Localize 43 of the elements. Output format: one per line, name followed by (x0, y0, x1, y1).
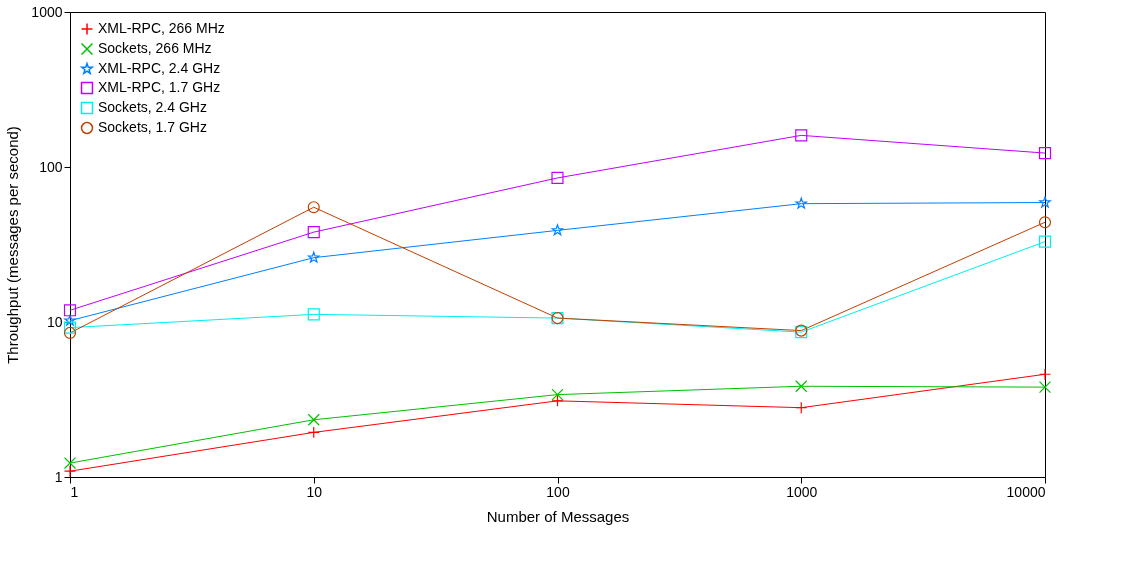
point (551, 394, 564, 407)
x-tick-label: 10 (306, 483, 323, 500)
x-tick-label: 1 (70, 483, 79, 500)
point (1038, 216, 1052, 229)
point (307, 251, 320, 263)
legend-label: Sockets, 1.7 GHz (98, 119, 207, 135)
legend-label: XML-RPC, 2.4 GHz (98, 60, 221, 76)
point (307, 426, 320, 439)
y-tick-label: 100 (39, 158, 63, 175)
legend-label: XML-RPC, 266 MHz (98, 20, 225, 36)
x-axis-title: Number of Messages (486, 507, 630, 525)
y-tick-label: 1 (54, 468, 63, 485)
legend-label: XML-RPC, 1.7 GHz (98, 79, 221, 95)
point (63, 465, 77, 478)
point (307, 201, 320, 214)
point (63, 326, 77, 340)
point (63, 304, 77, 317)
point (63, 456, 77, 470)
point (551, 388, 564, 401)
y-tick-label: 1000 (31, 3, 63, 20)
point (795, 197, 808, 209)
x-tick-label: 10000 (1006, 483, 1046, 500)
point (795, 129, 808, 142)
point (1038, 368, 1052, 381)
point (551, 171, 564, 185)
point (1038, 235, 1052, 248)
x-tick-label: 1000 (786, 483, 818, 500)
point (1038, 146, 1052, 160)
point (63, 321, 77, 334)
y-tick-label: 10 (46, 313, 63, 330)
point (1038, 381, 1052, 394)
point (551, 224, 564, 236)
point (307, 308, 320, 321)
point (795, 380, 808, 393)
point (1039, 196, 1051, 208)
point (795, 401, 808, 414)
point (307, 226, 320, 239)
legend-label: Sockets, 266 MHz (98, 40, 212, 56)
x-tick-label: 100 (546, 483, 570, 500)
y-axis-title: Throughput (messages per second) (4, 126, 22, 364)
point (307, 413, 320, 426)
legend-label: Sockets, 2.4 GHz (98, 99, 207, 115)
point (64, 314, 76, 326)
